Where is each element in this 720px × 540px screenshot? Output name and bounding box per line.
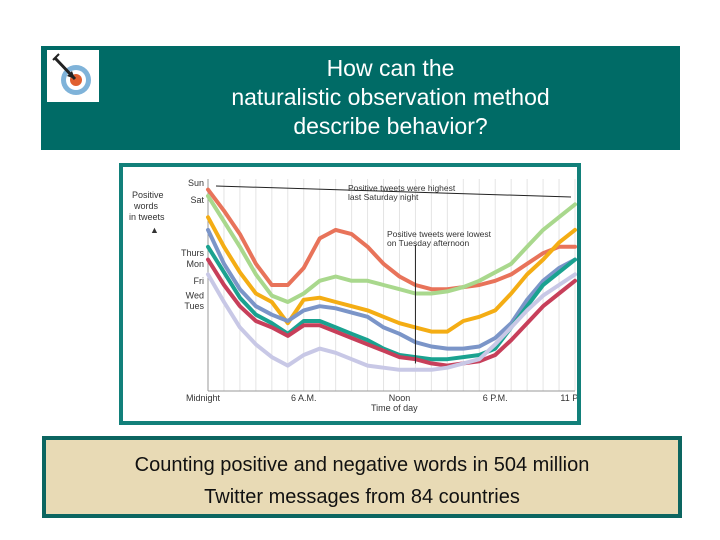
y-category-label: Mon (186, 259, 204, 269)
series-line (206, 187, 577, 292)
title-line-2: naturalistic observation method (231, 84, 550, 110)
series-line (206, 194, 577, 304)
header-banner: How can the naturalistic observation met… (41, 46, 680, 150)
series-line (206, 215, 577, 334)
twitter-mood-chart: Positive words in tweets ▲ Time of day M… (129, 178, 577, 413)
y-axis-label-line-2: words (133, 201, 159, 211)
series-line (206, 272, 577, 372)
series-line (206, 227, 577, 351)
target-arrow-icon (47, 50, 99, 102)
caption-line-1: Counting positive and negative words in … (134, 454, 590, 476)
x-tick-label: 11 P.M. (560, 393, 577, 403)
title-line-3: describe behavior? (293, 113, 488, 139)
annotation-text: on Tuesday afternoon (387, 238, 470, 248)
x-tick-label: Noon (389, 393, 411, 403)
y-category-label: Wed (186, 291, 204, 301)
title-line-1: How can the (326, 55, 455, 81)
y-axis-label-line-3: in tweets (129, 212, 165, 222)
x-tick-label: 6 P.M. (483, 393, 508, 403)
annotation-text: Positive tweets were highest (348, 183, 456, 193)
x-tick-label: Midnight (186, 393, 221, 403)
page-title: How can the naturalistic observation met… (121, 54, 660, 141)
series-line (206, 244, 577, 362)
chart-labels: Positive words in tweets ▲ Time of day M… (129, 178, 577, 413)
series-line (206, 257, 577, 368)
caption-box: Counting positive and negative words in … (42, 436, 682, 518)
y-category-label: Thurs (181, 248, 205, 258)
y-category-label: Fri (194, 276, 205, 286)
y-category-label: Tues (184, 301, 204, 311)
chart-series (206, 187, 577, 372)
y-category-label: Sat (190, 195, 204, 205)
y-axis-label-line-1: Positive (132, 190, 164, 200)
x-tick-label: 6 A.M. (291, 393, 317, 403)
x-axis-label: Time of day (371, 403, 418, 413)
annotation-text: Positive tweets were lowest (387, 229, 492, 239)
chart-frame: Positive words in tweets ▲ Time of day M… (119, 163, 581, 425)
caption-line-2: Twitter messages from 84 countries (204, 486, 520, 508)
y-category-label: Sun (188, 178, 204, 188)
annotation-pointer-sat (215, 185, 572, 198)
y-axis-arrow: ▲ (150, 225, 159, 235)
annotation-text: last Saturday night (348, 192, 419, 202)
